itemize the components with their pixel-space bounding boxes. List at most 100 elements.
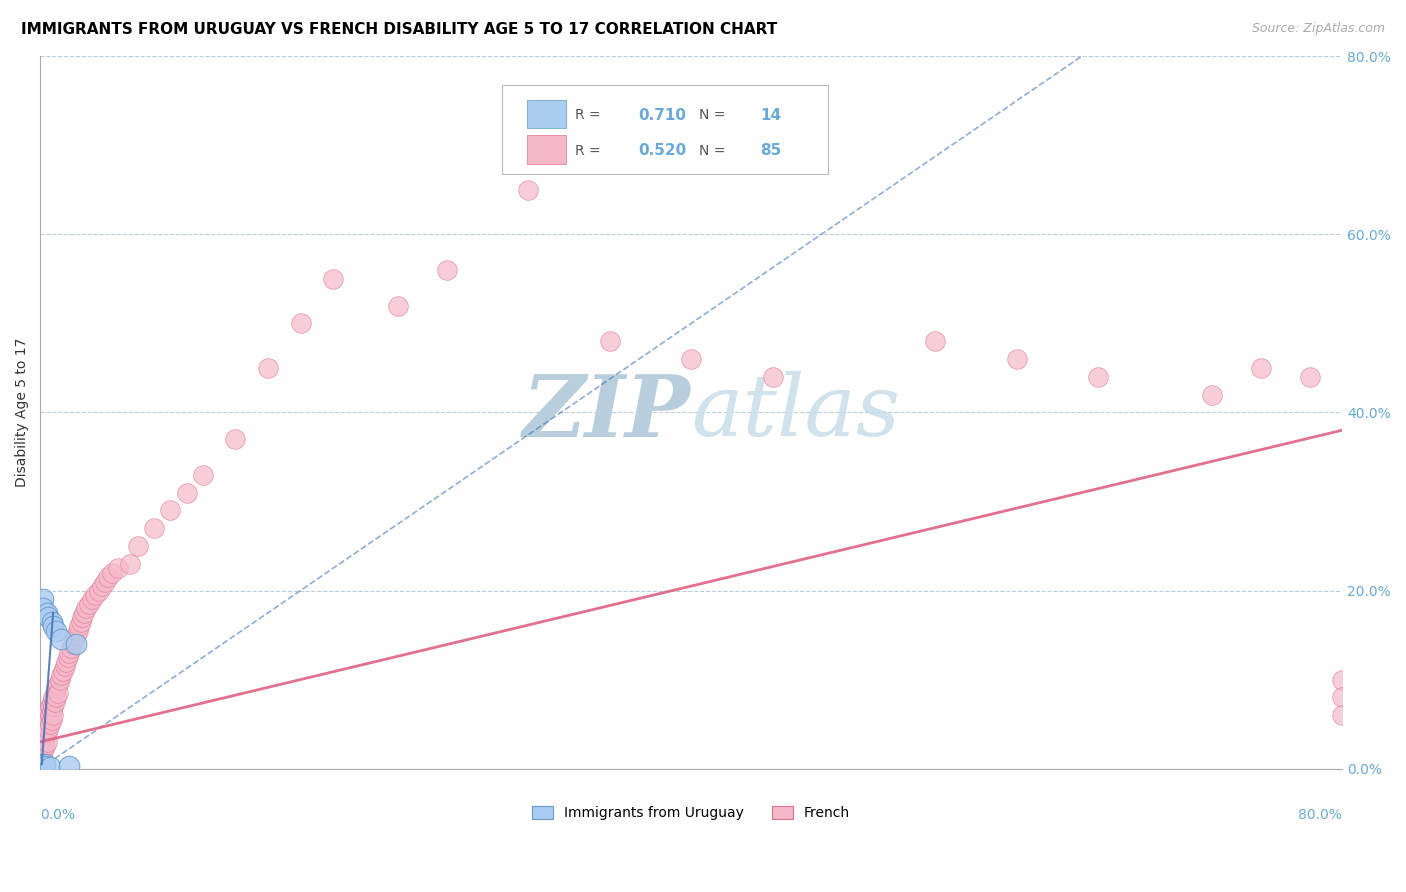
Text: ZIP: ZIP [523, 371, 692, 454]
Point [41, 615, 63, 629]
Point [387, 299, 409, 313]
Point [48, 673, 70, 687]
Point [82, 592, 104, 607]
Point [73, 606, 96, 620]
Text: 0.0%: 0.0% [41, 808, 75, 822]
Point [63, 632, 86, 647]
Point [42, 708, 65, 723]
Point [72, 610, 94, 624]
Point [87, 583, 110, 598]
Point [224, 432, 246, 446]
Point [44, 686, 66, 700]
Point [67, 619, 90, 633]
Point [65, 628, 87, 642]
Point [118, 557, 141, 571]
Point [34, 739, 56, 754]
Point [127, 539, 149, 553]
Point [35, 717, 58, 731]
Point [35, 726, 58, 740]
Point [38, 699, 60, 714]
Point [517, 183, 540, 197]
Point [1087, 369, 1109, 384]
Text: 0.710: 0.710 [638, 108, 686, 123]
Text: 85: 85 [761, 144, 782, 159]
Point [53, 659, 76, 673]
Point [84, 588, 107, 602]
Point [32, 744, 55, 758]
Point [41, 695, 63, 709]
Text: R =: R = [575, 144, 606, 158]
Point [32, 735, 55, 749]
Point [45, 624, 67, 638]
Point [42, 699, 65, 714]
Point [66, 624, 89, 638]
Point [31, 731, 53, 745]
Point [37, 713, 59, 727]
Text: N =: N = [699, 108, 730, 122]
Text: Source: ZipAtlas.com: Source: ZipAtlas.com [1251, 22, 1385, 36]
Point [34, 713, 56, 727]
Text: atlas: atlas [692, 371, 900, 454]
Point [32, 592, 55, 607]
Text: 0.520: 0.520 [638, 144, 686, 159]
Text: R =: R = [575, 108, 606, 122]
Point [69, 615, 91, 629]
Point [58, 646, 80, 660]
Point [176, 485, 198, 500]
Point [51, 632, 73, 647]
Point [62, 637, 84, 651]
Point [761, 369, 783, 384]
Point [35, 735, 58, 749]
Point [46, 686, 69, 700]
Point [65, 637, 87, 651]
Point [322, 272, 344, 286]
Point [60, 641, 83, 656]
Point [38, 717, 60, 731]
Point [41, 713, 63, 727]
Text: N =: N = [699, 144, 730, 158]
Point [107, 561, 129, 575]
Point [1250, 360, 1272, 375]
Point [290, 316, 312, 330]
Point [56, 650, 79, 665]
Point [44, 695, 66, 709]
Point [37, 704, 59, 718]
Point [1331, 673, 1354, 687]
Point [45, 690, 67, 705]
Point [97, 570, 120, 584]
Point [1005, 351, 1028, 366]
Point [42, 619, 65, 633]
Point [77, 597, 100, 611]
Point [37, 722, 59, 736]
Text: 80.0%: 80.0% [1298, 808, 1343, 822]
Point [924, 334, 946, 348]
Point [599, 334, 621, 348]
Point [52, 664, 75, 678]
Point [34, 759, 56, 773]
Point [32, 717, 55, 731]
Point [51, 668, 73, 682]
Point [34, 731, 56, 745]
Point [37, 610, 59, 624]
Legend: Immigrants from Uruguay, French: Immigrants from Uruguay, French [527, 801, 856, 826]
Point [38, 760, 60, 774]
Point [191, 467, 214, 482]
Point [1299, 369, 1322, 384]
Point [35, 606, 58, 620]
Point [58, 759, 80, 773]
Point [34, 722, 56, 736]
Text: IMMIGRANTS FROM URUGUAY VS FRENCH DISABILITY AGE 5 TO 17 CORRELATION CHART: IMMIGRANTS FROM URUGUAY VS FRENCH DISABI… [21, 22, 778, 37]
Point [681, 351, 703, 366]
Point [1201, 387, 1223, 401]
Point [31, 757, 53, 772]
Point [45, 681, 67, 696]
FancyBboxPatch shape [502, 85, 828, 174]
Point [32, 601, 55, 615]
Point [1331, 708, 1354, 723]
Point [159, 503, 181, 517]
Point [100, 566, 122, 580]
Point [55, 655, 77, 669]
FancyBboxPatch shape [527, 136, 567, 164]
FancyBboxPatch shape [527, 100, 567, 128]
Point [32, 726, 55, 740]
